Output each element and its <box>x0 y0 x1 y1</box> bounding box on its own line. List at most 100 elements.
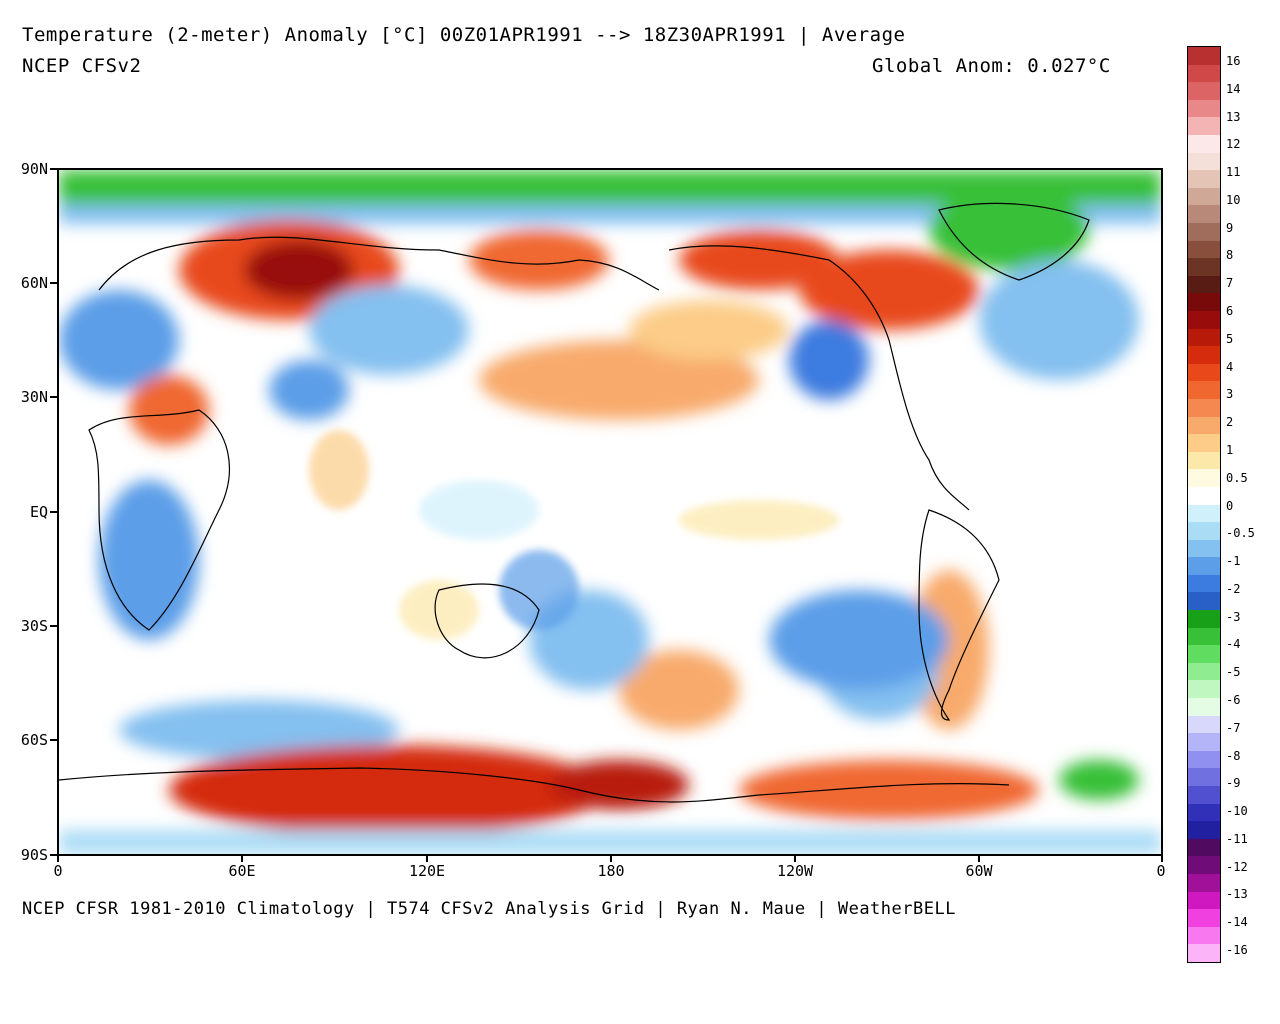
legend-swatch <box>1188 680 1220 699</box>
legend-label: 7 <box>1226 276 1234 291</box>
lon-label: 120W <box>776 862 814 880</box>
legend-swatch <box>1188 134 1220 154</box>
legend-swatch <box>1188 557 1220 576</box>
legend-swatch <box>1188 434 1220 453</box>
chart-title: Temperature (2-meter) Anomaly [°C] 00Z01… <box>22 24 906 46</box>
legend-swatch <box>1188 451 1220 470</box>
legend-swatch <box>1188 803 1220 822</box>
legend-swatch <box>1188 187 1220 206</box>
legend-swatch <box>1188 469 1220 488</box>
legend-label: 10 <box>1226 192 1241 207</box>
legend-swatch <box>1188 82 1220 101</box>
legend-label: 9 <box>1226 220 1234 235</box>
legend-label: 8 <box>1226 248 1234 263</box>
legend-label: 0 <box>1226 498 1234 513</box>
legend-label: 6 <box>1226 304 1234 319</box>
legend-swatch <box>1188 522 1220 541</box>
legend-swatch <box>1188 768 1220 787</box>
legend-swatch <box>1188 47 1220 66</box>
legend-label: 2 <box>1226 415 1234 430</box>
legend-label: 1 <box>1226 442 1234 457</box>
legend-label: -9 <box>1226 776 1241 791</box>
lat-label: 60N <box>20 274 48 292</box>
legend-swatch <box>1188 64 1220 83</box>
legend-swatch <box>1188 310 1220 330</box>
legend-label: 0.5 <box>1226 470 1248 485</box>
legend-label: -13 <box>1226 887 1248 902</box>
legend-swatch <box>1188 258 1220 277</box>
legend-label: -8 <box>1226 748 1241 763</box>
legend-swatch <box>1188 99 1220 118</box>
legend-label: -3 <box>1226 609 1241 624</box>
legend-label: 14 <box>1226 81 1241 96</box>
legend-swatch <box>1188 645 1220 664</box>
lon-label: 180 <box>597 862 625 880</box>
legend-swatch <box>1188 486 1220 505</box>
legend-swatch <box>1188 293 1220 312</box>
legend-swatch <box>1188 381 1220 400</box>
color-legend <box>1187 46 1221 963</box>
legend-swatch <box>1188 504 1220 523</box>
legend-swatch <box>1188 398 1220 418</box>
legend-label: 3 <box>1226 387 1234 402</box>
legend-label: -16 <box>1226 943 1248 957</box>
legend-swatch <box>1188 346 1220 365</box>
model-name: NCEP CFSv2 <box>22 55 142 77</box>
lon-label: 120E <box>408 862 446 880</box>
legend-label: -14 <box>1226 915 1248 930</box>
legend-label: -2 <box>1226 581 1241 596</box>
legend-swatch <box>1188 733 1220 752</box>
legend-label: 12 <box>1226 137 1241 152</box>
legend-label: 16 <box>1226 54 1241 68</box>
legend-label: 11 <box>1226 165 1241 180</box>
legend-swatch <box>1188 363 1220 382</box>
legend-swatch <box>1188 856 1220 875</box>
lat-label: 30N <box>20 388 48 406</box>
legend-swatch <box>1188 539 1220 558</box>
legend-swatch <box>1188 275 1220 294</box>
lon-label: 0 <box>53 862 63 880</box>
legend-swatch <box>1188 715 1220 734</box>
legend-swatch <box>1188 610 1220 629</box>
legend-swatch <box>1188 592 1220 611</box>
legend-swatch <box>1188 838 1220 857</box>
legend-label: 5 <box>1226 331 1234 346</box>
lon-label: 60E <box>228 862 256 880</box>
legend-label: -10 <box>1226 804 1248 819</box>
lat-label: 30S <box>20 617 48 635</box>
legend-label: -6 <box>1226 692 1241 707</box>
legend-label: -0.5 <box>1226 526 1255 541</box>
legend-swatch <box>1188 205 1220 224</box>
legend-swatch <box>1188 152 1220 171</box>
lon-label: 0 <box>1156 862 1166 880</box>
lon-label: 60W <box>965 862 993 880</box>
legend-label: 4 <box>1226 359 1234 374</box>
lat-label: 90S <box>20 846 48 864</box>
lat-label: 90N <box>20 160 48 178</box>
footer-credits: NCEP CFSR 1981-2010 Climatology | T574 C… <box>22 899 956 919</box>
legend-label: -11 <box>1226 831 1248 846</box>
world-temperature-anomaly-map <box>57 168 1163 856</box>
lat-label: EQ <box>29 503 48 521</box>
legend-swatch <box>1188 170 1220 189</box>
legend-swatch <box>1188 222 1220 242</box>
legend-swatch <box>1188 662 1220 681</box>
legend-swatch <box>1188 821 1220 840</box>
legend-swatch <box>1188 891 1220 910</box>
legend-swatch <box>1188 909 1220 928</box>
legend-swatch <box>1188 627 1220 646</box>
legend-swatch <box>1188 574 1220 593</box>
legend-label: 13 <box>1226 109 1241 124</box>
legend-swatch <box>1188 944 1220 963</box>
map-canvas <box>59 170 1161 854</box>
legend-swatch <box>1188 416 1220 435</box>
legend-swatch <box>1188 750 1220 769</box>
legend-swatch <box>1188 240 1220 259</box>
legend-label: -7 <box>1226 720 1241 735</box>
coastlines <box>59 202 1090 803</box>
legend-swatch <box>1188 874 1220 893</box>
global-anomaly: Global Anom: 0.027°C <box>872 55 1111 77</box>
legend-swatch <box>1188 328 1220 347</box>
legend-label: -5 <box>1226 665 1241 680</box>
legend-label: -12 <box>1226 859 1248 874</box>
